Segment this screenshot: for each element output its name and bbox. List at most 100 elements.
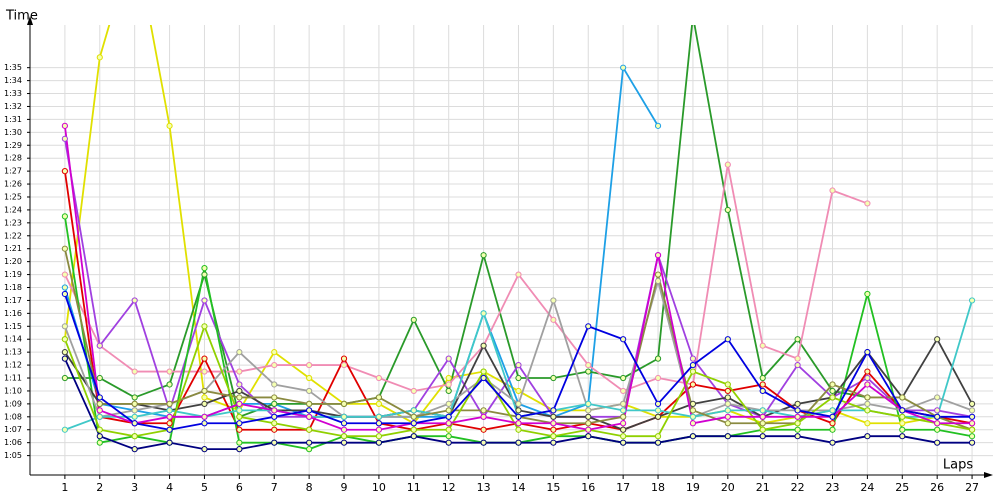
data-point	[654, 400, 662, 407]
data-point	[864, 394, 871, 401]
y-axis-arrow	[27, 16, 33, 25]
x-tick-label: 9	[341, 481, 348, 494]
data-point	[585, 413, 592, 420]
y-tick-label: 1:07	[4, 425, 22, 434]
data-point	[166, 420, 173, 427]
data-point	[794, 361, 801, 369]
x-tick-label: 7	[271, 481, 278, 494]
data-point	[201, 394, 208, 401]
y-tick-label: 1:32	[4, 102, 22, 111]
data-point	[515, 361, 522, 369]
data-point	[306, 407, 313, 414]
data-point	[864, 381, 871, 388]
data-point	[236, 426, 243, 433]
data-point	[550, 439, 557, 446]
data-point	[620, 407, 627, 414]
data-point	[654, 122, 662, 129]
data-point	[550, 413, 557, 420]
data-point	[724, 413, 731, 420]
data-point	[829, 407, 836, 414]
data-point	[480, 342, 487, 349]
data-point	[340, 361, 348, 369]
data-point	[934, 336, 941, 343]
y-tick-label: 1:26	[4, 180, 22, 189]
data-point	[61, 323, 68, 330]
data-point	[375, 400, 383, 407]
data-point	[480, 426, 487, 433]
data-point	[864, 374, 871, 382]
data-point	[829, 187, 836, 194]
data-point	[236, 420, 243, 427]
data-point	[934, 426, 941, 433]
data-point	[480, 374, 487, 382]
data-point	[585, 420, 592, 427]
data-point	[61, 213, 68, 220]
data-point	[899, 407, 906, 414]
data-point	[689, 400, 697, 407]
series-line	[64, 25, 868, 419]
y-tick-label: 1:13	[4, 348, 22, 357]
data-point	[864, 420, 871, 427]
x-tick-label: 5	[201, 481, 208, 494]
y-tick-label: 1:11	[4, 374, 22, 383]
x-tick-label: 27	[965, 481, 979, 494]
data-point	[620, 387, 627, 395]
data-point	[131, 368, 138, 375]
x-tick-label: 10	[372, 481, 386, 494]
data-point	[201, 400, 208, 407]
data-point	[61, 168, 68, 175]
data-point	[829, 394, 836, 401]
x-tick-label: 6	[236, 481, 243, 494]
data-point	[550, 316, 557, 323]
data-point	[654, 271, 662, 278]
data-point	[375, 374, 383, 382]
y-tick-label: 1:15	[4, 322, 22, 331]
data-point	[131, 394, 138, 401]
data-point	[654, 277, 662, 285]
data-point	[899, 394, 906, 401]
data-point	[96, 439, 103, 446]
data-point	[515, 400, 522, 407]
series-line	[64, 164, 868, 392]
data-point	[445, 387, 452, 395]
data-point	[201, 271, 208, 278]
data-point	[968, 407, 976, 414]
data-point	[620, 374, 627, 382]
data-point	[166, 407, 173, 414]
data-point	[236, 349, 243, 356]
data-point	[340, 439, 348, 446]
data-point	[654, 374, 662, 382]
x-tick-label: 16	[581, 481, 595, 494]
data-point	[201, 420, 208, 427]
data-point	[410, 426, 417, 433]
y-tick-label: 1:29	[4, 141, 22, 150]
data-point	[271, 394, 278, 401]
data-point	[689, 433, 697, 440]
data-point	[550, 374, 557, 382]
data-point	[585, 433, 592, 440]
data-point	[689, 368, 697, 375]
data-point	[306, 413, 313, 420]
data-point	[654, 433, 662, 440]
data-point	[934, 407, 941, 414]
data-point	[201, 446, 208, 453]
data-point	[445, 439, 452, 446]
data-point	[201, 297, 208, 304]
data-point	[236, 394, 243, 401]
data-point	[515, 271, 522, 278]
data-point	[829, 420, 836, 427]
y-tick-label: 1:25	[4, 192, 22, 201]
x-tick-label: 1	[61, 481, 68, 494]
data-point	[515, 439, 522, 446]
y-tick-label: 1:10	[4, 386, 22, 395]
data-point	[724, 336, 731, 343]
y-tick-label: 1:09	[4, 399, 22, 408]
data-point	[550, 297, 557, 304]
data-point	[306, 400, 313, 407]
data-point	[585, 368, 592, 375]
data-point	[271, 361, 278, 369]
x-axis-title: Laps	[943, 458, 973, 473]
y-tick-label: 1:21	[4, 244, 22, 253]
data-point	[340, 426, 348, 433]
x-tick-label: 20	[721, 481, 735, 494]
